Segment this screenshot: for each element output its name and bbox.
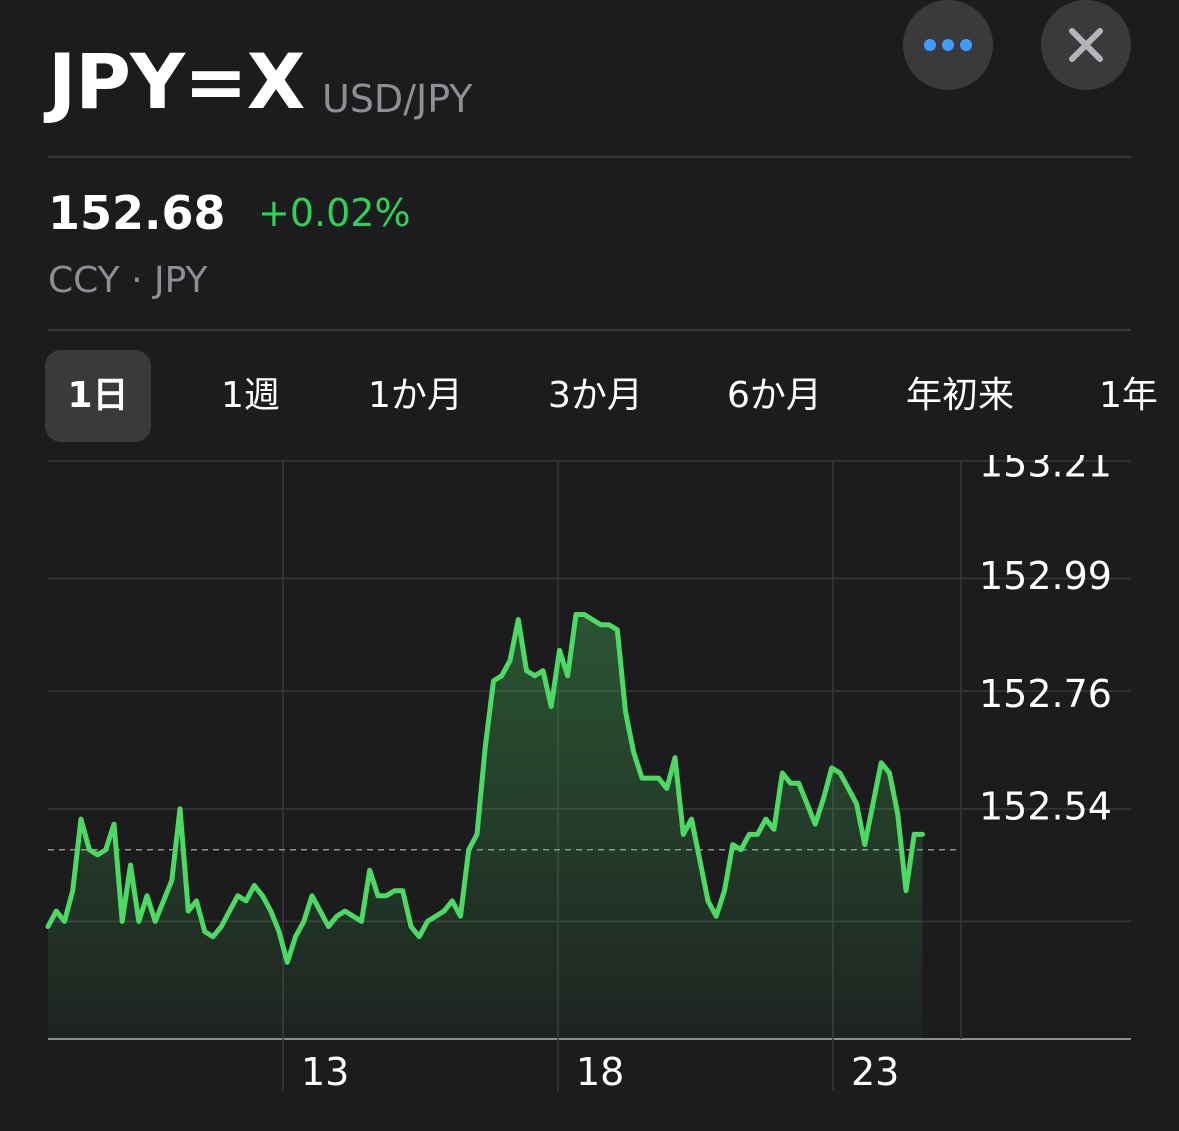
y-tick-label: 152.76 <box>979 672 1112 716</box>
more-button[interactable] <box>903 0 993 90</box>
ellipsis-icon <box>921 39 975 51</box>
tab-6-months[interactable]: 6か月 <box>727 375 822 416</box>
close-icon <box>1069 28 1103 62</box>
currency-pair: USD/JPY <box>322 77 473 121</box>
instrument-meta: CCY · JPY <box>48 260 208 301</box>
y-tick-label: 153.21 <box>979 455 1112 486</box>
x-tick-label: 23 <box>851 1050 899 1094</box>
tab-1-week[interactable]: 1週 <box>221 375 280 416</box>
tab-1-year[interactable]: 1年 <box>1099 375 1158 416</box>
percent-change: +0.02% <box>258 191 411 235</box>
quote-divider <box>48 329 1131 331</box>
current-price: 152.68 <box>48 186 226 240</box>
x-tick-label: 13 <box>301 1050 349 1094</box>
price-line <box>45 612 925 965</box>
close-button[interactable] <box>1041 0 1131 90</box>
y-tick-label: 152.99 <box>979 554 1112 598</box>
tab-1-day[interactable]: 1日 <box>45 350 151 442</box>
price-area-fill <box>48 614 923 1039</box>
x-tick-label: 18 <box>576 1050 624 1094</box>
tab-1-month[interactable]: 1か月 <box>368 375 463 416</box>
ticker-symbol: JPY=X <box>48 37 305 126</box>
header-divider <box>48 156 1131 158</box>
price-chart[interactable]: 153.21 152.99 152.76 152.54 13 18 23 <box>0 455 1179 1131</box>
tab-3-months[interactable]: 3か月 <box>548 375 643 416</box>
tab-ytd[interactable]: 年初来 <box>906 375 1015 416</box>
y-tick-label: 152.54 <box>979 784 1112 828</box>
